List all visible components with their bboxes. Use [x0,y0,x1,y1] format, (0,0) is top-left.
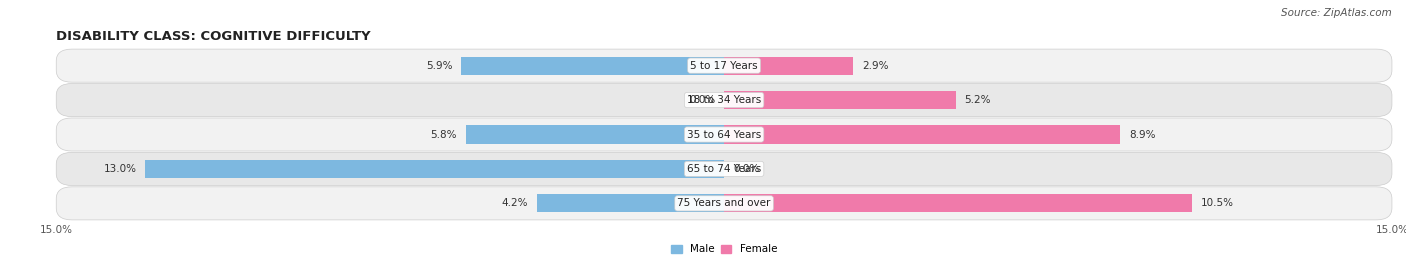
Text: 2.9%: 2.9% [862,61,889,71]
Text: 35 to 64 Years: 35 to 64 Years [688,129,761,140]
Text: 65 to 74 Years: 65 to 74 Years [688,164,761,174]
Bar [461,56,724,75]
Text: 5.9%: 5.9% [426,61,453,71]
Bar [724,125,1121,144]
FancyBboxPatch shape [56,84,1392,116]
Bar [145,160,724,178]
Bar [465,125,724,144]
Bar [537,194,724,213]
Text: 5 to 17 Years: 5 to 17 Years [690,61,758,71]
Text: Source: ZipAtlas.com: Source: ZipAtlas.com [1281,8,1392,18]
Text: 8.9%: 8.9% [1129,129,1156,140]
FancyBboxPatch shape [56,153,1392,185]
FancyBboxPatch shape [56,49,1392,82]
Legend: Male, Female: Male, Female [666,240,782,259]
FancyBboxPatch shape [56,187,1392,220]
FancyBboxPatch shape [56,118,1392,151]
Bar [724,194,1192,213]
Text: 4.2%: 4.2% [502,198,529,208]
Text: 5.2%: 5.2% [965,95,991,105]
Text: 10.5%: 10.5% [1201,198,1233,208]
Text: DISABILITY CLASS: COGNITIVE DIFFICULTY: DISABILITY CLASS: COGNITIVE DIFFICULTY [56,30,371,43]
Text: 75 Years and over: 75 Years and over [678,198,770,208]
Text: 5.8%: 5.8% [430,129,457,140]
Bar [724,56,853,75]
Bar [724,91,956,109]
Text: 0.0%: 0.0% [733,164,759,174]
Text: 13.0%: 13.0% [104,164,136,174]
Text: 0.0%: 0.0% [689,95,716,105]
Text: 18 to 34 Years: 18 to 34 Years [688,95,761,105]
